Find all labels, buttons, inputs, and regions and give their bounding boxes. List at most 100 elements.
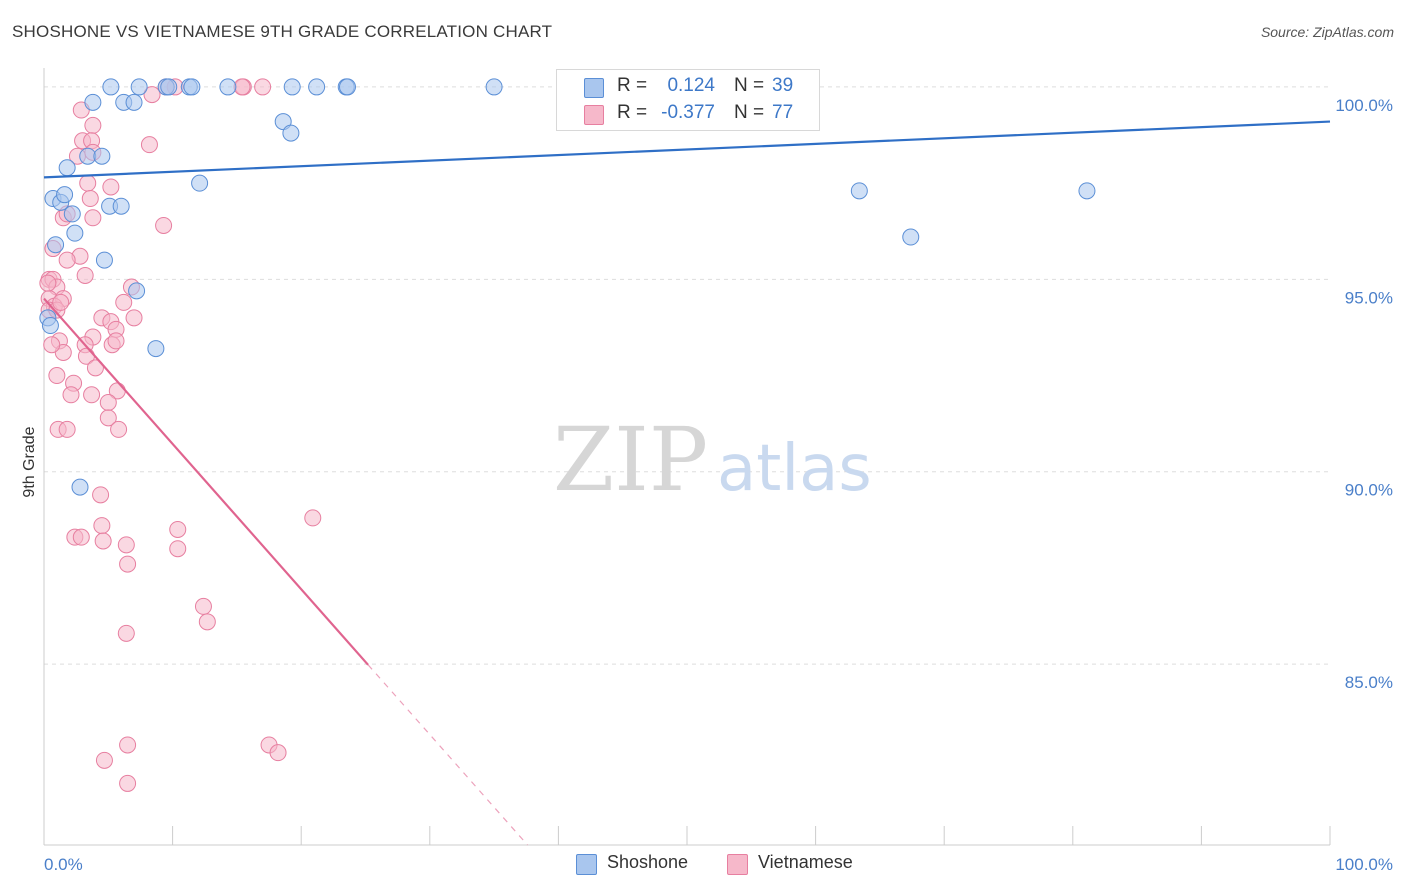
vietnamese-point [84, 116, 102, 134]
x-tick-label: 100.0% [1335, 855, 1393, 874]
vietnamese-point [58, 420, 76, 438]
n-label: N = [734, 102, 765, 123]
vietnamese-point [39, 274, 57, 292]
vietnamese-point [99, 393, 117, 411]
vietnamese-point [194, 597, 212, 615]
vietnamese-point [119, 736, 137, 754]
vietnamese-point [117, 536, 135, 554]
vietnamese-point [102, 178, 120, 196]
shoshone-point [93, 147, 111, 165]
vietnamese-point [92, 486, 110, 504]
shoshone-point [191, 174, 209, 192]
shoshone-point [95, 251, 113, 269]
vietnamese-point [119, 555, 137, 573]
shoshone-point [66, 224, 84, 242]
vietnamese-point [76, 266, 94, 284]
watermark: ZIP atlas [553, 408, 872, 511]
vietnamese-point [84, 209, 102, 227]
source-label: Source: ZipAtlas.com [1260, 24, 1394, 40]
shoshone-swatch [584, 78, 604, 98]
vietnamese-point [94, 532, 112, 550]
shoshone-point [902, 228, 920, 246]
shoshone-point [485, 78, 503, 96]
watermark-zip: ZIP [553, 408, 708, 511]
vietnamese-point [169, 540, 187, 558]
vietnamese-point [107, 332, 125, 350]
shoshone-point [102, 78, 120, 96]
watermark-atlas: atlas [717, 432, 872, 506]
vietnamese-point [48, 367, 66, 385]
trend-line-shoshone [43, 120, 1331, 179]
axes [43, 68, 1331, 846]
n-label: N = [734, 75, 765, 96]
vietnamese-point [86, 359, 104, 377]
gridlines [44, 86, 1330, 665]
shoshone-point [71, 478, 89, 496]
vietnamese-point [81, 190, 99, 208]
y-tick-labels: 100.0% 95.0% 90.0% 85.0% [1335, 96, 1393, 692]
vietnamese-point [143, 86, 161, 104]
shoshone-point [41, 317, 59, 335]
legend-label: Vietnamese [758, 852, 853, 872]
x-tick-labels: 0.0% 100.0% [44, 855, 1393, 874]
y-tick-label: 90.0% [1345, 481, 1393, 500]
legend-row-shoshone: R = 0.124 N = 39 [557, 74, 819, 100]
shoshone-point [112, 197, 130, 215]
vietnamese-point [119, 774, 137, 792]
vietnamese-point [79, 174, 97, 192]
vietnamese-point [155, 216, 173, 234]
y-tick-label: 85.0% [1345, 673, 1393, 692]
vietnamese-point [93, 517, 111, 535]
vietnamese-point [233, 78, 251, 96]
vietnamese-point [117, 624, 135, 642]
shoshone-point [1078, 182, 1096, 200]
vietnamese-point [254, 78, 272, 96]
r-label: R = [617, 102, 648, 123]
shoshone-point [850, 182, 868, 200]
vietnamese-point [99, 409, 117, 427]
r-label: R = [617, 75, 648, 96]
vietnamese-point [52, 293, 70, 311]
vietnamese-point [125, 309, 143, 327]
n-value: 77 [772, 102, 794, 123]
vietnamese-point [72, 528, 90, 546]
shoshone-point [63, 205, 81, 223]
vietnamese-swatch [584, 105, 604, 125]
y-axis-label: 9th Grade [21, 426, 38, 497]
shoshone-point [219, 78, 237, 96]
vietnamese-point [169, 520, 187, 538]
shoshone-point [147, 340, 165, 358]
y-tick-label: 95.0% [1345, 288, 1393, 307]
legend-row-vietnamese: R = -0.377 N = 77 [557, 101, 819, 127]
shoshone-point [183, 78, 201, 96]
correlation-legend: R = 0.124 N = 39 R = -0.377 N = 77 [556, 69, 820, 131]
vietnamese-point [140, 136, 158, 154]
vietnamese-point [62, 386, 80, 404]
legend-label: Shoshone [607, 852, 689, 872]
x-tick-label: 0.0% [44, 855, 83, 874]
vietnamese-point [110, 420, 128, 438]
vietnamese-point [58, 251, 76, 269]
shoshone-point [79, 147, 97, 165]
vietnamese-point [198, 613, 216, 631]
chart-title: SHOSHONE VS VIETNAMESE 9TH GRADE CORRELA… [12, 22, 553, 41]
vietnamese-point [83, 386, 101, 404]
shoshone-point [282, 124, 300, 142]
shoshone-point [84, 93, 102, 111]
vietnamese-points [39, 78, 322, 792]
shoshone-point [283, 78, 301, 96]
vietnamese-point [95, 751, 113, 769]
vietnamese-swatch [727, 854, 748, 875]
shoshone-point [160, 78, 178, 96]
vietnamese-point [43, 336, 61, 354]
shoshone-point [58, 159, 76, 177]
y-tick-label: 100.0% [1335, 96, 1393, 115]
shoshone-point [128, 282, 146, 300]
shoshone-swatch [576, 854, 597, 875]
vietnamese-point [269, 744, 287, 762]
n-value: 39 [772, 75, 794, 96]
shoshone-point [308, 78, 326, 96]
shoshone-point [338, 78, 356, 96]
r-value: 0.124 [667, 75, 715, 96]
